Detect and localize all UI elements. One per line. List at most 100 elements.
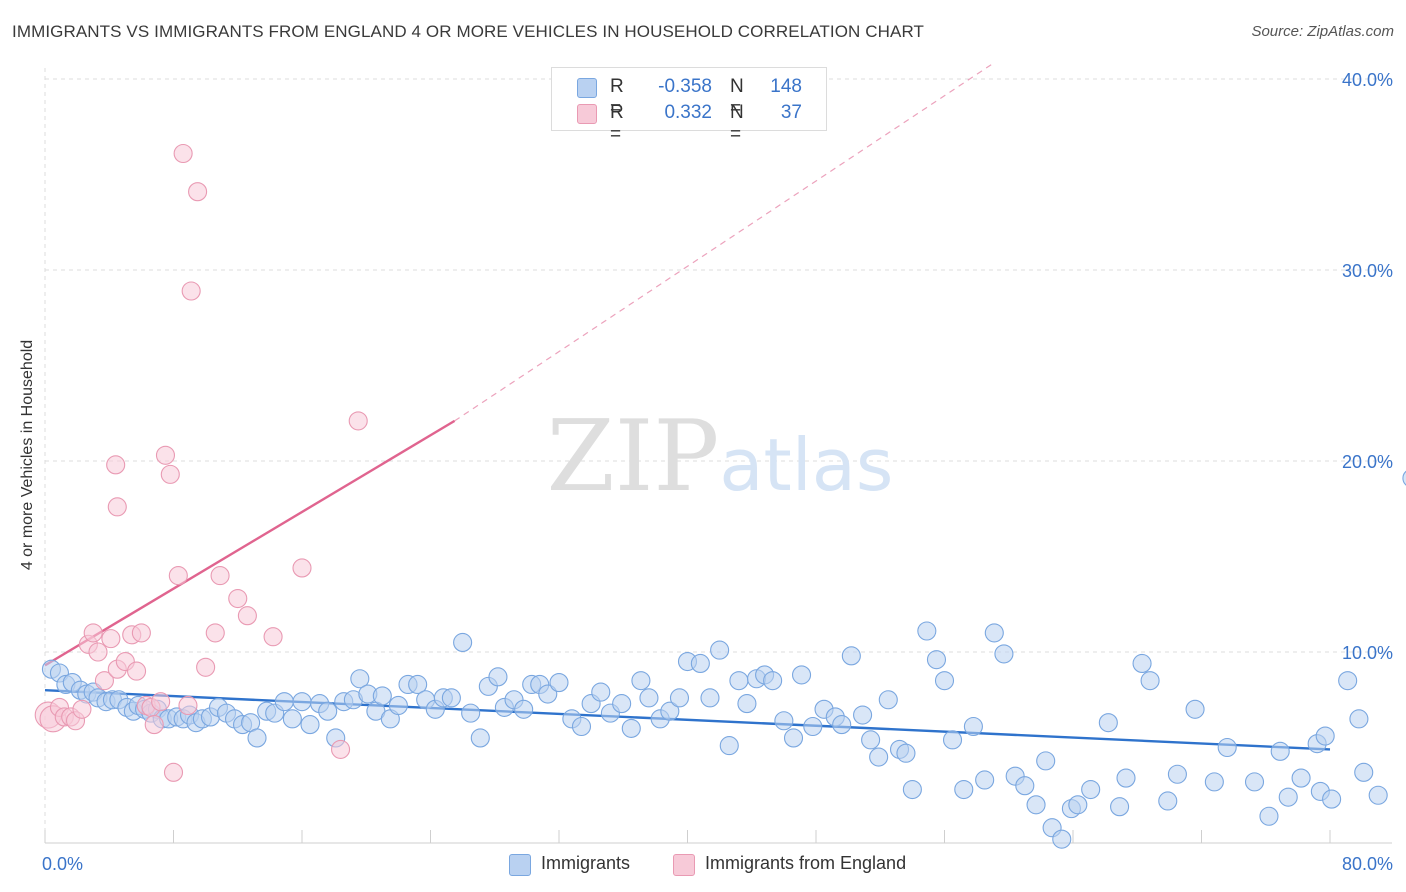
point-immigrants: [461, 703, 481, 723]
point-immigrants: [549, 673, 569, 693]
point-england: [88, 642, 108, 662]
point-england: [228, 588, 248, 609]
point-immigrants: [1204, 772, 1224, 792]
point-immigrants: [1402, 470, 1406, 486]
point-immigrants: [408, 674, 428, 695]
point-immigrants: [1110, 797, 1130, 817]
point-immigrants: [660, 701, 680, 721]
point-immigrants: [1036, 751, 1056, 771]
point-immigrants: [926, 650, 947, 670]
point-england: [173, 143, 193, 164]
point-immigrants: [729, 671, 749, 691]
point-immigrants: [571, 716, 592, 737]
chart-source: Source: ZipAtlas.com: [1251, 23, 1394, 40]
y-tick-label: 10.0%: [1342, 643, 1393, 663]
point-england: [196, 657, 216, 677]
point-immigrants: [1322, 789, 1342, 809]
point-immigrants: [917, 621, 937, 641]
point-immigrants: [1217, 737, 1237, 758]
point-immigrants: [942, 730, 963, 750]
point-immigrants: [318, 701, 338, 721]
point-immigrants: [1315, 726, 1335, 746]
y-tick-label: 20.0%: [1342, 452, 1393, 472]
legend-swatch-pink: [673, 854, 695, 876]
stats-legend: R = -0.358 N = 148 R = 0.332 N = 37: [551, 67, 827, 145]
point-immigrants: [372, 686, 392, 706]
point-immigrants: [639, 688, 659, 708]
point-immigrants: [1349, 709, 1369, 729]
point-immigrants: [1098, 713, 1118, 733]
n-label: N =: [730, 76, 744, 119]
point-immigrants: [1278, 787, 1298, 807]
point-immigrants: [350, 669, 370, 689]
point-immigrants: [994, 644, 1014, 664]
point-immigrants: [832, 715, 852, 735]
legend-label: Immigrants: [541, 853, 631, 873]
n-value: 37: [780, 102, 802, 123]
r-value: 0.332: [664, 102, 712, 123]
y-tick-label: 40.0%: [1342, 70, 1393, 90]
point-immigrants: [934, 671, 955, 691]
data-points: [34, 143, 1406, 849]
point-immigrants: [1244, 772, 1265, 792]
point-immigrants: [737, 694, 757, 714]
point-immigrants: [453, 632, 473, 653]
point-immigrants: [669, 688, 690, 708]
point-immigrants: [841, 646, 861, 666]
point-england: [188, 182, 208, 202]
point-immigrants: [896, 743, 916, 763]
r-label: R =: [610, 76, 624, 119]
point-immigrants: [1291, 768, 1311, 788]
point-immigrants: [631, 671, 651, 691]
point-immigrants: [719, 736, 739, 756]
point-immigrants: [1185, 699, 1205, 719]
chart-title: IMMIGRANTS VS IMMIGRANTS FROM ENGLAND 4 …: [12, 22, 925, 41]
point-england: [94, 671, 114, 691]
point-immigrants: [612, 694, 632, 714]
point-england: [330, 739, 351, 759]
point-england: [160, 464, 180, 484]
point-immigrants: [1081, 779, 1101, 800]
point-england: [127, 661, 147, 681]
legend-swatch-pink: [577, 104, 597, 124]
point-immigrants: [1259, 806, 1279, 826]
point-england: [237, 606, 257, 626]
point-immigrants: [1140, 671, 1160, 691]
point-immigrants: [975, 770, 995, 790]
point-immigrants: [470, 728, 490, 748]
point-england: [72, 699, 92, 719]
point-immigrants: [954, 779, 974, 800]
point-immigrants: [1270, 741, 1290, 761]
point-immigrants: [853, 705, 873, 725]
point-immigrants: [1015, 776, 1035, 796]
point-immigrants: [774, 711, 794, 731]
point-england: [168, 566, 188, 586]
point-immigrants: [514, 699, 534, 719]
trend-line-immigrants: [44, 689, 1331, 751]
point-immigrants: [292, 692, 312, 712]
point-england: [210, 566, 230, 586]
point-immigrants: [1368, 785, 1388, 805]
point-immigrants: [282, 709, 302, 729]
n-label: N =: [730, 102, 744, 145]
point-immigrants: [963, 716, 983, 737]
point-immigrants: [763, 671, 783, 691]
point-england: [151, 692, 171, 712]
point-england: [106, 455, 126, 475]
point-immigrants: [1338, 671, 1358, 691]
point-immigrants: [621, 718, 641, 738]
x-tick-label: 80.0%: [1342, 854, 1393, 874]
n-value: 148: [770, 76, 802, 97]
legend-label: Immigrants from England: [705, 853, 907, 873]
point-immigrants: [1052, 829, 1072, 849]
point-immigrants: [274, 692, 294, 712]
legend-swatch-blue: [577, 78, 597, 98]
point-immigrants: [984, 623, 1004, 643]
point-england: [155, 445, 176, 465]
point-england: [178, 695, 198, 716]
gridlines: [45, 78, 1392, 653]
point-immigrants: [1167, 764, 1187, 784]
point-immigrants: [538, 684, 558, 704]
point-england: [83, 623, 103, 643]
